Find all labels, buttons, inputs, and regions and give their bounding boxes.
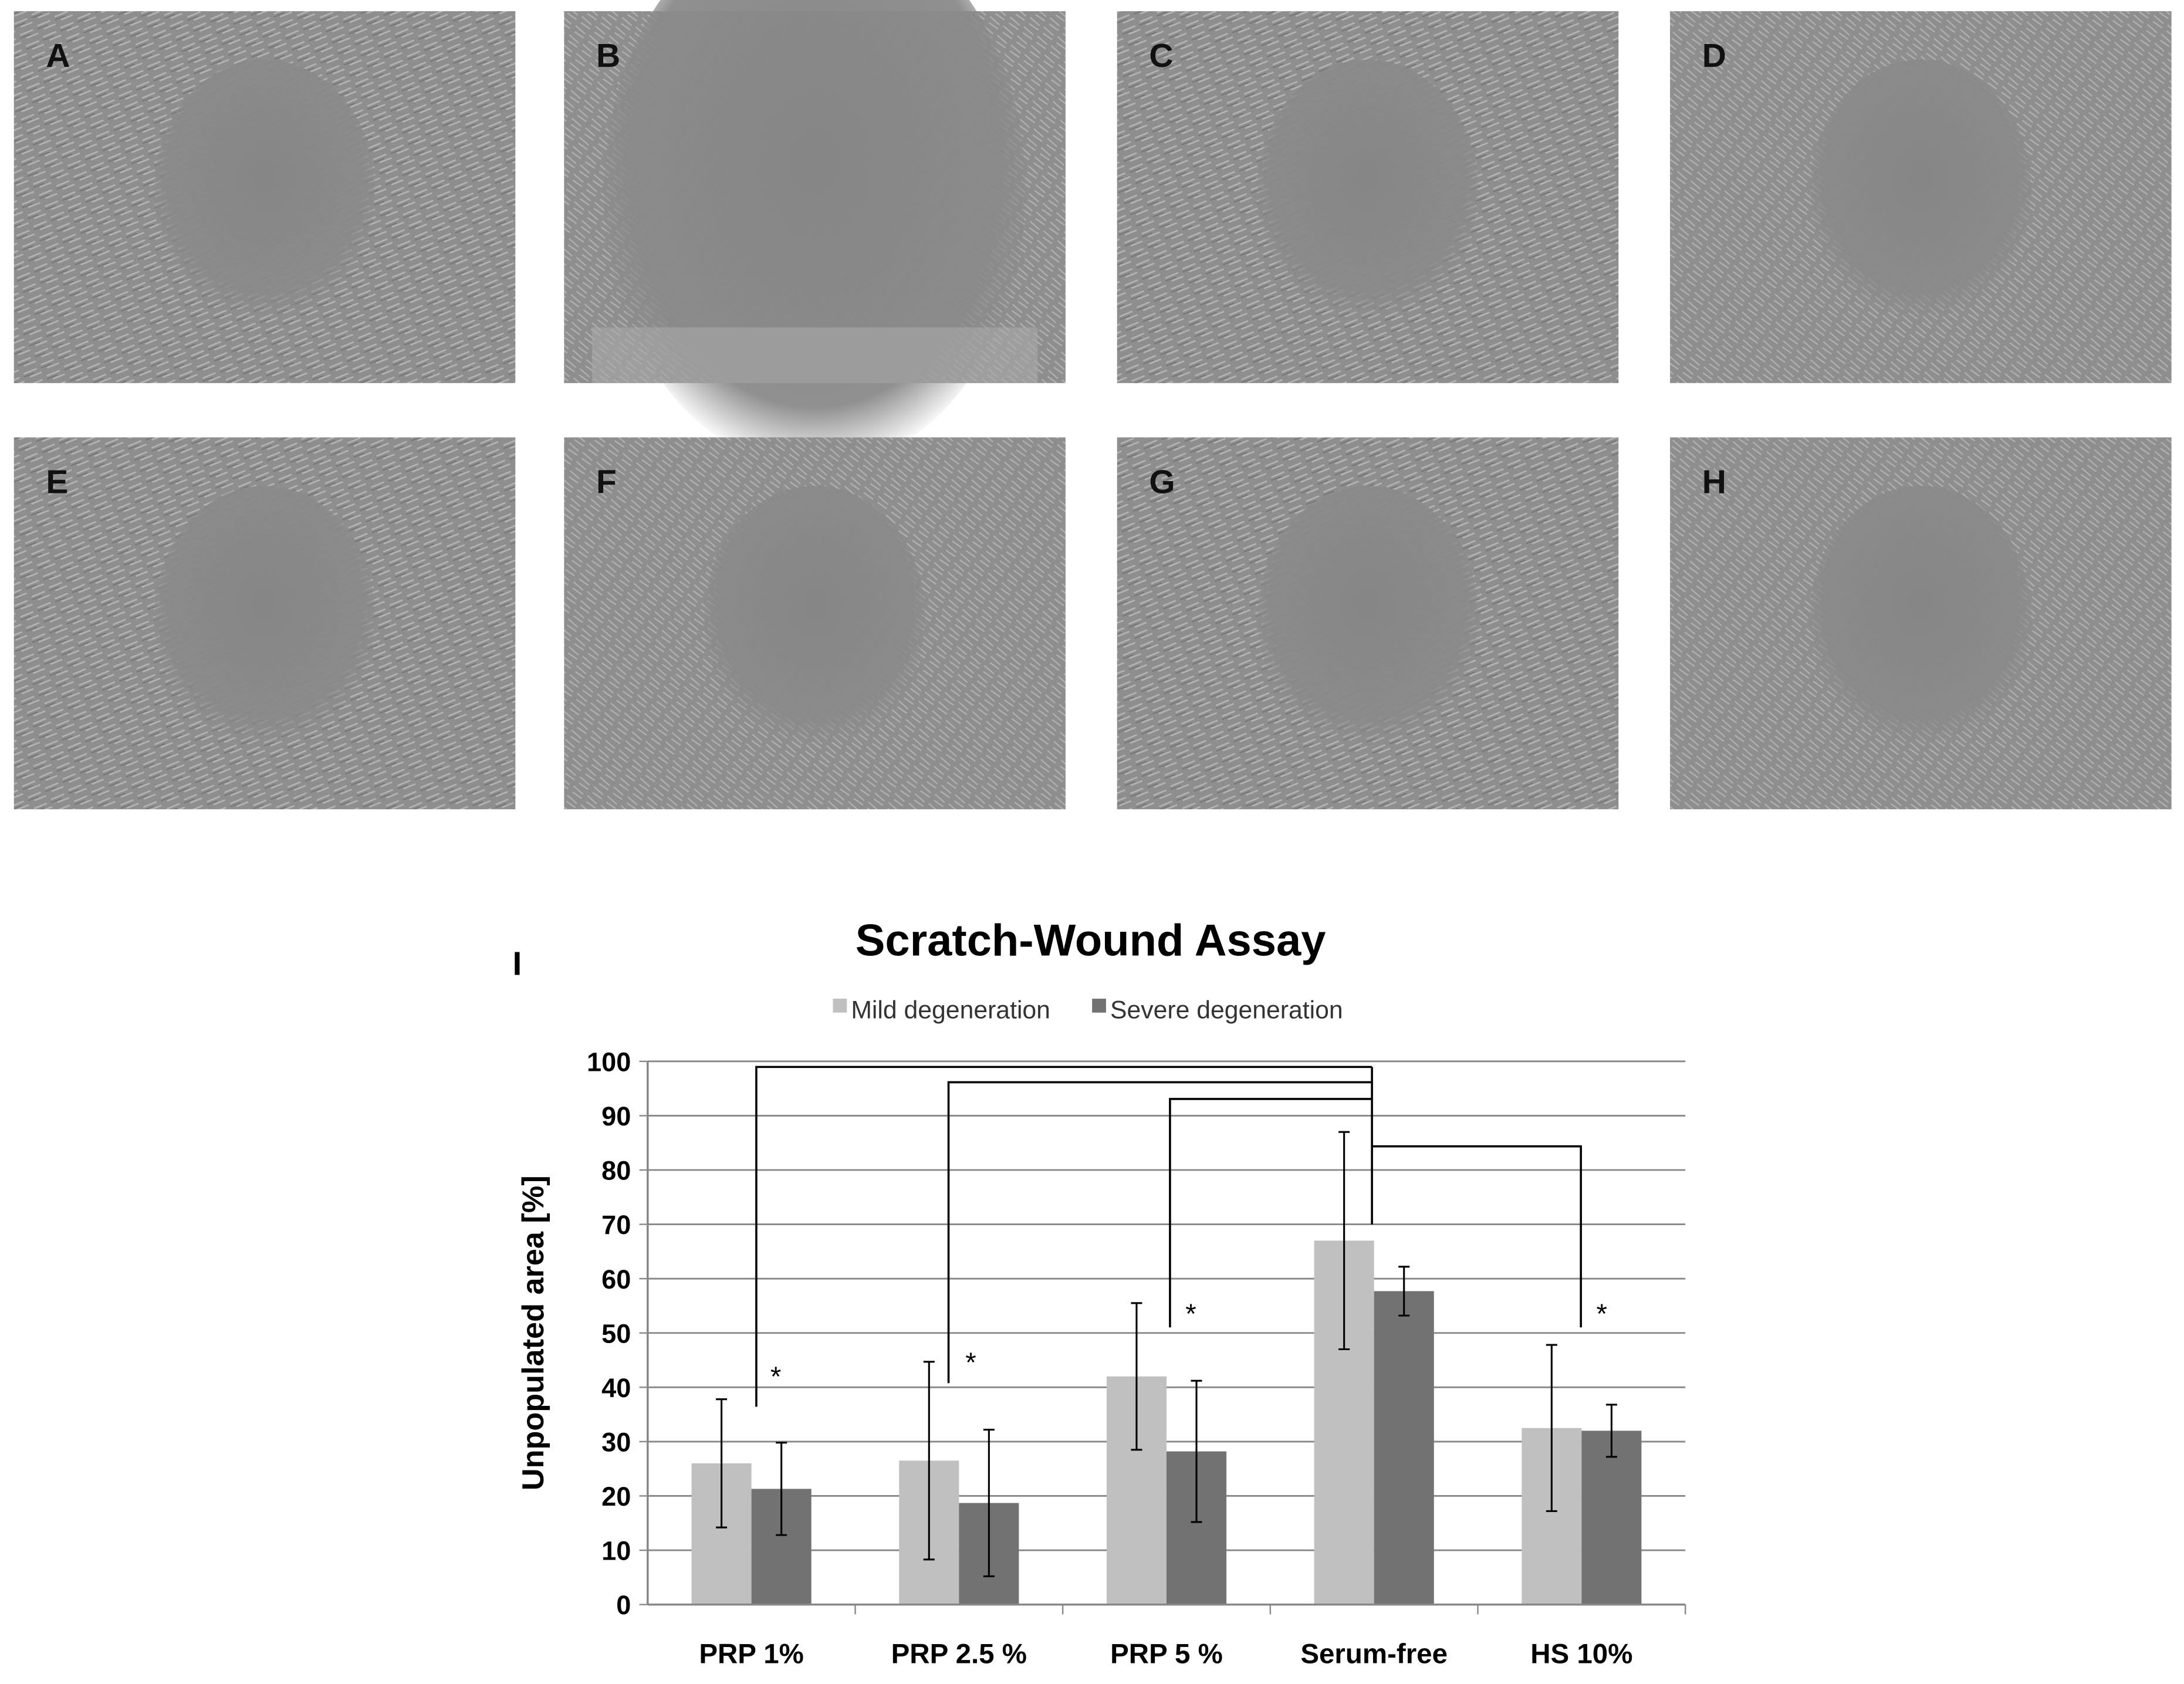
- y-tick-label: 60: [601, 1264, 631, 1294]
- scratch-area: [154, 485, 376, 746]
- error-bar: [1131, 1302, 1142, 1451]
- y-tick-label: 90: [601, 1101, 631, 1131]
- scratch-area: [1810, 59, 2031, 320]
- x-tick-label: Serum-free: [1300, 1638, 1448, 1669]
- error-bar: [983, 1428, 995, 1578]
- x-tick-label: PRP 5 %: [1110, 1638, 1223, 1669]
- error-bar: [776, 1442, 787, 1536]
- y-tick-label: 0: [616, 1590, 631, 1620]
- error-bar: [716, 1398, 728, 1529]
- scratch-area: [704, 485, 925, 746]
- x-tick-label: PRP 1%: [699, 1638, 804, 1669]
- panel-label: C: [1149, 37, 1173, 75]
- y-axis-label: Unpopulated area [%]: [516, 1175, 550, 1490]
- error-bar: [1398, 1266, 1410, 1317]
- legend-label: Mild degeneration: [851, 996, 1050, 1024]
- legend-swatch: [833, 999, 847, 1013]
- panel-label: E: [46, 463, 68, 501]
- panel-label: F: [596, 463, 617, 501]
- error-bar: [1191, 1379, 1202, 1523]
- panel-label: D: [1702, 37, 1726, 75]
- y-tick-label: 80: [601, 1156, 631, 1186]
- chart-title: Scratch-Wound Assay: [856, 915, 1326, 965]
- legend-label: Severe degeneration: [1110, 996, 1343, 1024]
- bright-edge: [591, 327, 1038, 383]
- scratch-area: [1257, 59, 1478, 320]
- significance-marker: *: [770, 1361, 781, 1392]
- x-tick-label: PRP 2.5 %: [891, 1638, 1027, 1669]
- scratch-area: [1257, 485, 1478, 746]
- x-tick-label: HS 10%: [1530, 1638, 1632, 1669]
- panel-label: H: [1702, 463, 1726, 501]
- error-bar: [1605, 1404, 1617, 1458]
- significance-marker: *: [1597, 1298, 1607, 1330]
- scratch-area: [154, 59, 376, 320]
- scratch-area: [604, 0, 1026, 469]
- significance-marker: *: [965, 1347, 976, 1378]
- bar: [1374, 1291, 1434, 1605]
- scratch-area: [1810, 485, 2031, 746]
- error-bar: [1546, 1344, 1557, 1512]
- bar: [1581, 1431, 1642, 1605]
- panel-label: G: [1149, 463, 1175, 501]
- panel-label: B: [596, 37, 620, 75]
- y-tick-label: 50: [601, 1318, 631, 1348]
- y-tick-label: 100: [587, 1047, 631, 1077]
- y-tick-label: 10: [601, 1536, 631, 1566]
- error-bar: [923, 1361, 935, 1561]
- legend-swatch: [1092, 999, 1106, 1013]
- y-tick-label: 20: [601, 1482, 631, 1511]
- y-tick-label: 70: [601, 1210, 631, 1240]
- panel-label: A: [46, 37, 70, 75]
- error-bar: [1338, 1131, 1350, 1351]
- panel-label: I: [513, 945, 522, 983]
- y-tick-label: 30: [601, 1428, 631, 1458]
- significance-marker: *: [1185, 1298, 1196, 1330]
- significance-bracket: [755, 1066, 1582, 1407]
- y-tick-label: 40: [601, 1373, 631, 1403]
